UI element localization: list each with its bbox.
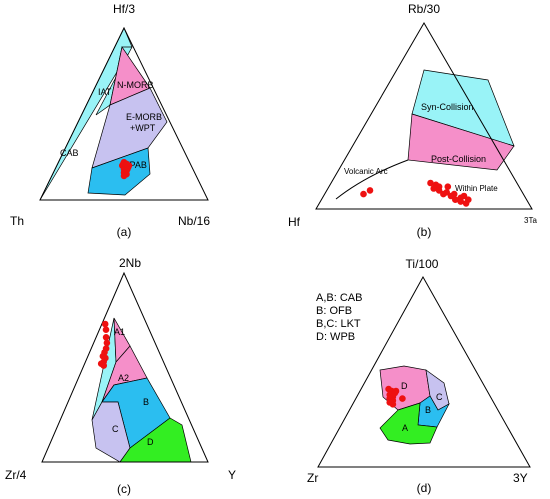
vertex-right-label: Nb/16 (178, 214, 210, 228)
field-label-iat: IAT (98, 87, 112, 97)
panel-d: D C B A A,B: CAB B: OFB B,C: LKT D: WPB … (307, 257, 531, 495)
data-point (444, 183, 452, 190)
triangle-outline (315, 22, 533, 210)
data-point (120, 172, 128, 180)
region-label-within-plate: Within Plate (455, 184, 498, 193)
vertex-right-label: 3Y (513, 471, 528, 485)
data-point (103, 339, 111, 347)
data-point (399, 395, 406, 402)
field-label-c: C (436, 392, 443, 402)
field-label-d: D (401, 381, 408, 391)
data-points (97, 320, 111, 369)
legend-entry: A,B: CAB (316, 292, 362, 304)
vertex-left-label: Th (10, 214, 24, 228)
field-label-b: B (425, 405, 431, 415)
field-wpab (87, 147, 151, 196)
legend-entry: B: OFB (316, 305, 352, 317)
volcanic-arc-boundary (335, 159, 409, 200)
panel-c: A1 A2 B C D 2Nb Zr/4 Y (c) (5, 256, 236, 496)
data-point (435, 187, 443, 194)
data-point (427, 179, 434, 187)
field-label-d: D (147, 437, 154, 447)
field-label-a1: A1 (114, 327, 125, 337)
vertex-right-label: Y (228, 468, 236, 482)
panel-label: (b) (417, 225, 432, 239)
panel-label: (a) (117, 225, 132, 239)
triangle-outline (317, 275, 531, 468)
field-label-syn-collision: Syn-Collision (421, 102, 474, 112)
triangle-outline (41, 271, 209, 463)
data-point (102, 326, 110, 334)
panel-label: (c) (117, 482, 131, 496)
data-points (385, 385, 406, 408)
vertex-left-label: Zr/4 (5, 468, 27, 482)
field-label-post-collision: Post-Collision (431, 154, 486, 164)
field-d (119, 417, 192, 463)
field-label-a2: A2 (118, 373, 129, 383)
field-a (379, 402, 438, 445)
data-point (360, 190, 367, 198)
data-point (440, 190, 447, 198)
legend: A,B: CAB B: OFB B,C: LKT D: WPB (316, 292, 362, 343)
data-point (123, 160, 130, 168)
vertex-top-label: 2Nb (119, 256, 141, 270)
data-point (101, 320, 109, 328)
field-label-wpt: +WPT (130, 123, 156, 133)
data-point (389, 401, 397, 408)
field-label-e-morb: E-MORB (126, 112, 162, 122)
field-label-c: C (112, 424, 119, 434)
field-label-n-morb: N-MORB (117, 80, 154, 90)
data-point (460, 192, 468, 200)
vertex-top-label: Rb/30 (408, 2, 440, 16)
data-points (119, 158, 133, 180)
data-points (360, 179, 472, 207)
data-point (457, 198, 465, 205)
data-point (430, 185, 438, 192)
legend-entry: B,C: LKT (316, 318, 361, 330)
region-label-volcanic-arc: Volcanic Arc (344, 167, 388, 176)
vertex-top-label: Ti/100 (406, 257, 439, 271)
data-point (102, 334, 110, 341)
field-post-collision (407, 113, 515, 171)
data-point (366, 187, 374, 194)
vertex-left-label: Hf (288, 215, 301, 229)
vertex-top-label: Hf/3 (113, 2, 135, 16)
panel-a: CAB IAT N-MORB E-MORB +WPT WPAB Hf/3 Th … (10, 2, 210, 239)
field-label-b: B (143, 397, 149, 407)
data-point (447, 192, 455, 200)
field-label-wpab: WPAB (121, 160, 147, 170)
data-point (462, 200, 470, 207)
legend-entry: D: WPB (316, 331, 355, 343)
panel-label: (d) (417, 481, 432, 495)
triangle-outline (39, 26, 209, 201)
field-label-a: A (402, 423, 408, 433)
vertex-left-label: Zr (307, 471, 318, 485)
data-point (452, 196, 459, 203)
vertex-right-label: 3Ta (524, 216, 537, 225)
panel-b: Syn-Collision Post-Collision Volcanic Ar… (288, 2, 537, 239)
field-e-morb-wpt (91, 87, 168, 169)
field-label-cab: CAB (60, 148, 79, 158)
data-point (100, 362, 107, 369)
